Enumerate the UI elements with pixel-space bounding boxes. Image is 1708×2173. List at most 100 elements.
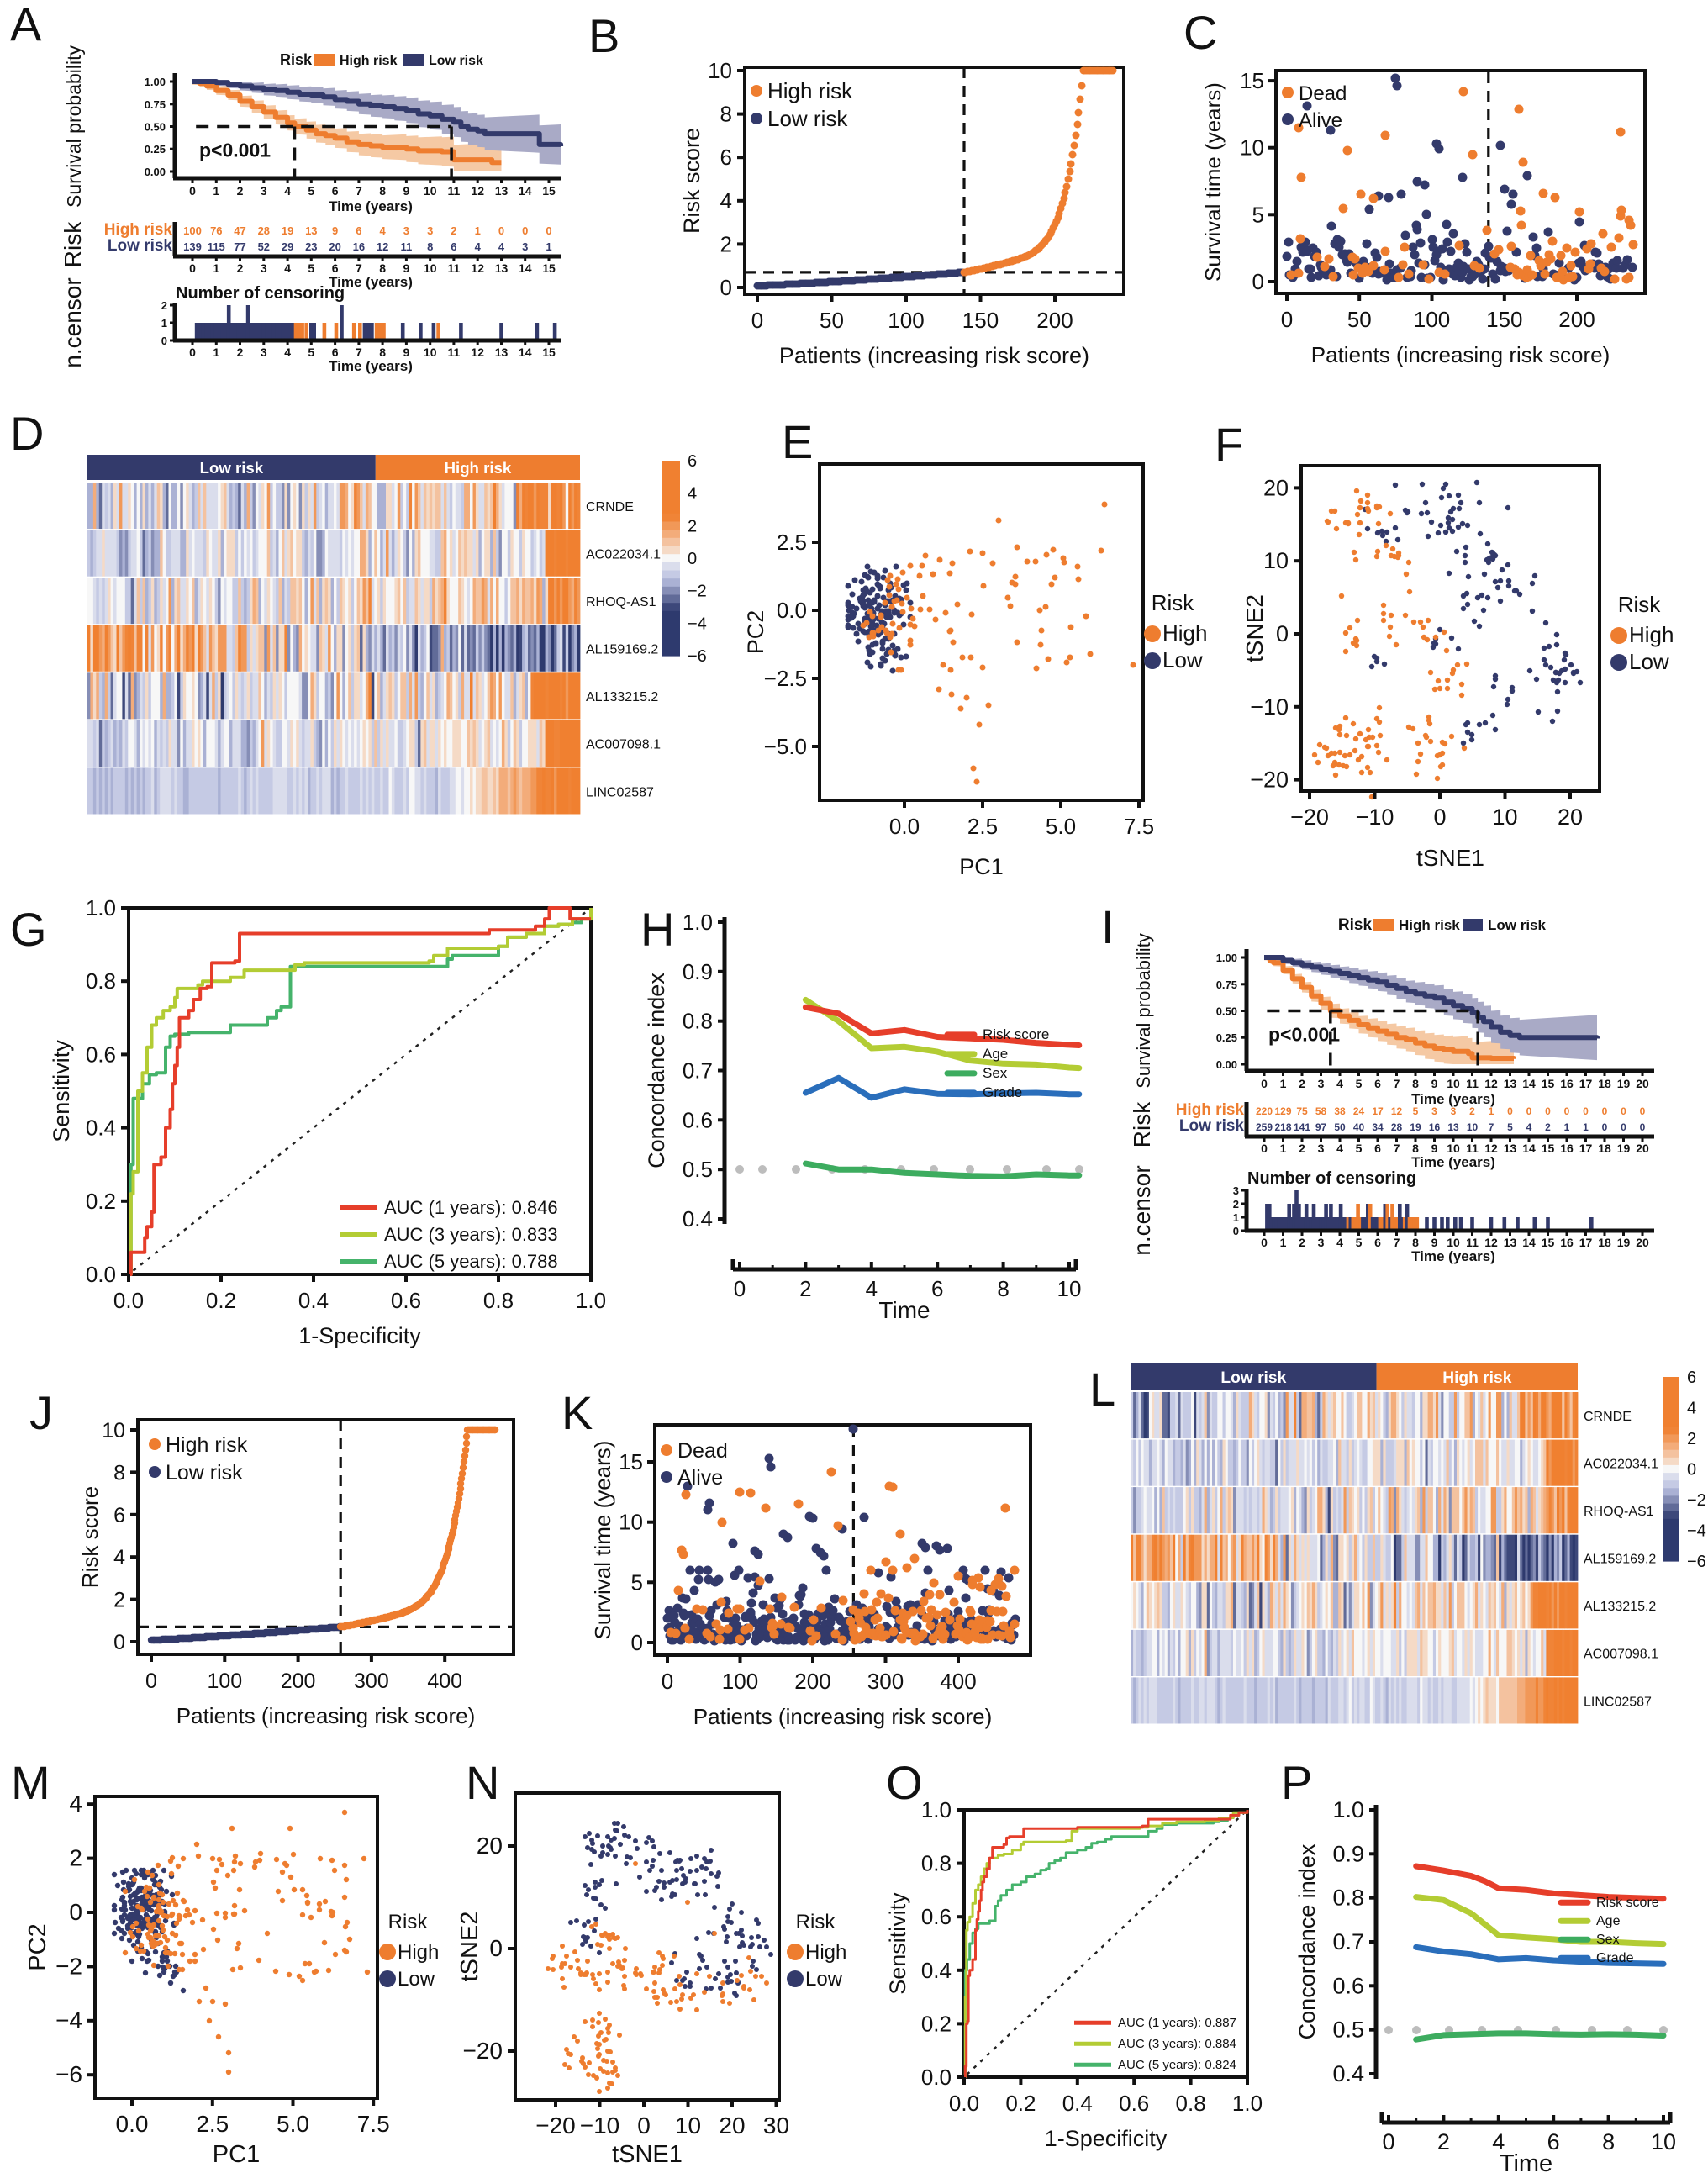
svg-text:5: 5 [1356, 1077, 1363, 1090]
svg-text:139: 139 [183, 240, 202, 253]
svg-text:2: 2 [1545, 1121, 1551, 1133]
svg-text:14: 14 [519, 345, 532, 359]
svg-text:0: 0 [1261, 1142, 1268, 1155]
svg-text:Low risk: Low risk [1179, 1117, 1245, 1135]
svg-text:20: 20 [1263, 475, 1289, 500]
svg-text:4: 4 [498, 240, 505, 253]
svg-text:38: 38 [1334, 1105, 1346, 1117]
svg-text:2: 2 [1299, 1236, 1305, 1249]
svg-text:9: 9 [1431, 1236, 1438, 1249]
svg-text:1: 1 [1280, 1236, 1287, 1249]
svg-text:High risk: High risk [445, 459, 512, 477]
svg-text:0.75: 0.75 [1216, 978, 1237, 991]
svg-text:17: 17 [1372, 1105, 1384, 1117]
svg-text:2.5: 2.5 [967, 814, 998, 839]
svg-text:Sex: Sex [983, 1065, 1008, 1081]
svg-text:−2: −2 [688, 583, 707, 601]
svg-text:15: 15 [1542, 1236, 1555, 1249]
svg-text:14: 14 [1522, 1236, 1536, 1249]
svg-text:0: 0 [1564, 1105, 1570, 1117]
svg-text:18: 18 [1598, 1142, 1611, 1155]
svg-text:19: 19 [1617, 1077, 1631, 1090]
svg-text:0.7: 0.7 [683, 1058, 713, 1084]
svg-text:14: 14 [519, 184, 532, 198]
svg-text:CRNDE: CRNDE [1584, 1410, 1632, 1424]
svg-text:100: 100 [722, 1669, 758, 1694]
svg-text:0: 0 [522, 224, 528, 237]
svg-text:Low: Low [1162, 647, 1203, 672]
svg-text:15: 15 [542, 184, 556, 198]
svg-text:100: 100 [207, 1669, 242, 1693]
svg-text:Risk score: Risk score [983, 1026, 1049, 1042]
svg-text:19: 19 [1410, 1121, 1421, 1133]
svg-text:4: 4 [113, 1546, 125, 1569]
svg-text:58: 58 [1315, 1105, 1327, 1117]
svg-text:12: 12 [1391, 1105, 1403, 1117]
svg-text:0.0: 0.0 [86, 1262, 116, 1287]
svg-text:18: 18 [1598, 1077, 1611, 1090]
svg-text:16: 16 [1560, 1142, 1574, 1155]
svg-text:0: 0 [189, 261, 196, 275]
svg-text:0: 0 [751, 308, 763, 333]
svg-text:11: 11 [447, 345, 460, 359]
svg-text:6: 6 [1374, 1236, 1381, 1249]
svg-text:2: 2 [237, 261, 244, 275]
svg-text:8: 8 [379, 261, 386, 275]
svg-text:29: 29 [282, 240, 293, 253]
svg-text:12: 12 [1484, 1142, 1498, 1155]
svg-text:5: 5 [308, 261, 314, 275]
svg-text:6: 6 [332, 261, 339, 275]
svg-text:−4: −4 [1687, 1522, 1706, 1541]
svg-text:Risk score: Risk score [679, 128, 704, 234]
svg-text:H: H [640, 903, 674, 956]
svg-text:0: 0 [1640, 1121, 1646, 1133]
svg-text:High risk: High risk [166, 1433, 248, 1457]
svg-text:Number of censoring: Number of censoring [176, 284, 345, 303]
svg-text:High risk: High risk [1176, 1101, 1245, 1119]
svg-text:0: 0 [1252, 269, 1264, 294]
svg-text:Grade: Grade [983, 1084, 1022, 1100]
svg-text:7: 7 [1394, 1236, 1400, 1249]
svg-text:8: 8 [997, 1276, 1009, 1301]
svg-text:0: 0 [662, 1669, 673, 1694]
svg-text:220: 220 [1256, 1105, 1273, 1117]
svg-text:0.9: 0.9 [683, 959, 713, 984]
svg-text:AUC (5 years): 0.788: AUC (5 years): 0.788 [384, 1251, 558, 1272]
svg-text:10: 10 [708, 58, 732, 83]
svg-text:8: 8 [720, 102, 732, 127]
svg-text:200: 200 [1036, 308, 1073, 333]
svg-text:1: 1 [161, 317, 167, 330]
svg-text:B: B [588, 9, 619, 62]
svg-text:4: 4 [379, 224, 386, 237]
svg-text:129: 129 [1274, 1105, 1291, 1117]
svg-text:0: 0 [720, 275, 732, 300]
svg-text:19: 19 [1617, 1236, 1631, 1249]
svg-text:Sensitivity: Sensitivity [49, 1040, 74, 1142]
svg-text:8: 8 [427, 240, 433, 253]
svg-text:0: 0 [688, 550, 697, 568]
svg-text:Alive: Alive [677, 1466, 723, 1490]
svg-text:5: 5 [308, 345, 314, 359]
svg-text:RHOQ-AS1: RHOQ-AS1 [586, 595, 656, 609]
svg-text:13: 13 [495, 184, 509, 198]
svg-text:12: 12 [471, 184, 484, 198]
svg-text:High risk: High risk [104, 221, 173, 239]
svg-text:High: High [1162, 620, 1207, 646]
svg-text:15: 15 [619, 1449, 643, 1474]
svg-text:2.5: 2.5 [777, 530, 807, 555]
svg-text:0.5: 0.5 [683, 1157, 713, 1182]
svg-text:9: 9 [1431, 1142, 1438, 1155]
svg-text:15: 15 [1542, 1142, 1555, 1155]
svg-text:Age: Age [983, 1046, 1008, 1062]
svg-text:Time (years): Time (years) [329, 274, 413, 290]
svg-text:Dead: Dead [677, 1439, 728, 1463]
svg-text:7: 7 [356, 184, 362, 198]
svg-text:1: 1 [1233, 1211, 1239, 1224]
svg-text:5: 5 [1507, 1121, 1513, 1133]
svg-text:7: 7 [1394, 1077, 1400, 1090]
svg-text:50: 50 [820, 308, 844, 333]
svg-text:28: 28 [1391, 1121, 1403, 1133]
svg-text:6: 6 [451, 240, 456, 253]
svg-text:Survival probability: Survival probability [63, 45, 85, 208]
svg-text:4: 4 [1336, 1142, 1343, 1155]
